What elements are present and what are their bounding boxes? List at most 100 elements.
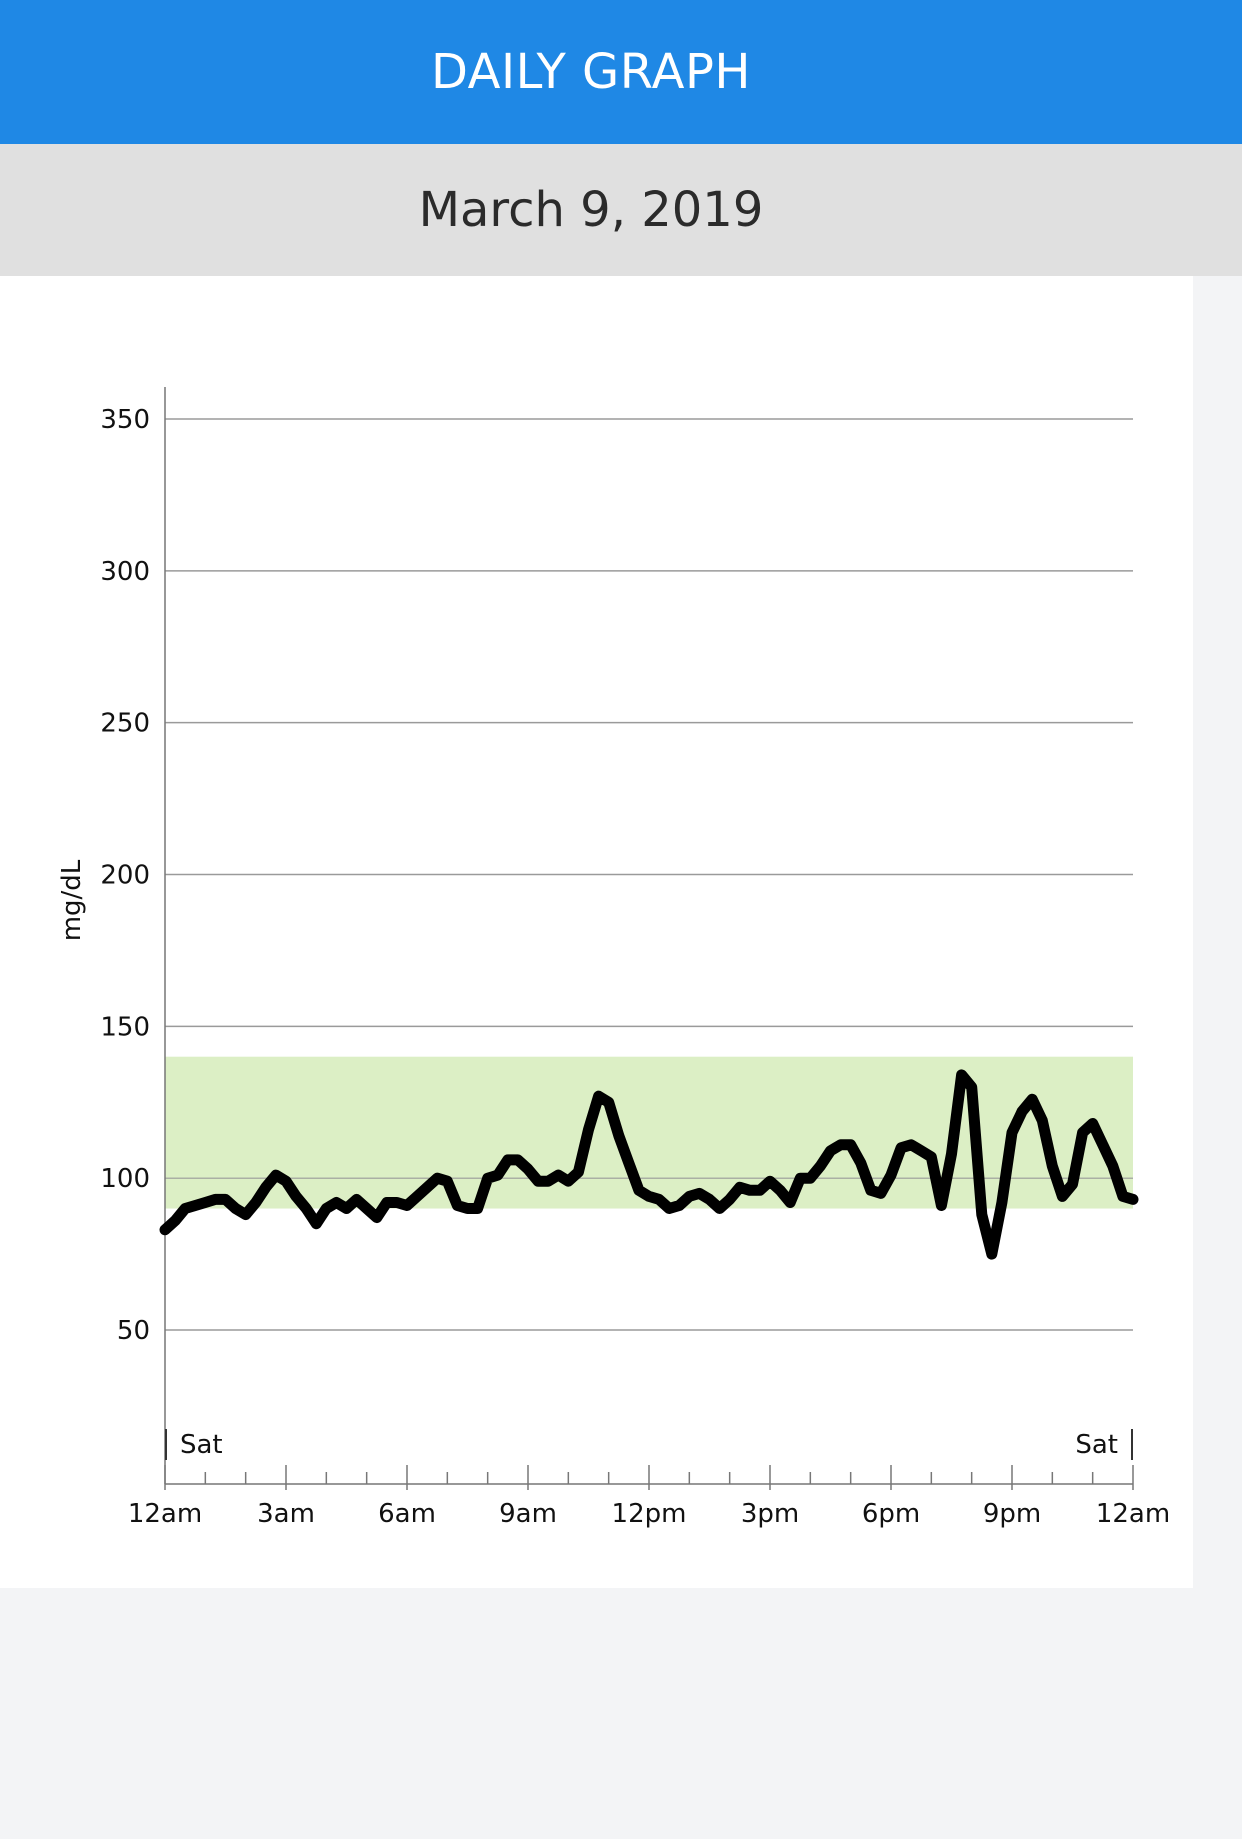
glucose-point-53 xyxy=(697,1191,702,1196)
glucose-point-18 xyxy=(344,1206,349,1211)
x-tick-label-1: 3am xyxy=(257,1499,315,1529)
glucose-point-49 xyxy=(657,1197,662,1202)
glucose-point-10 xyxy=(263,1185,268,1190)
glucose-point-80 xyxy=(969,1085,974,1090)
glucose-point-68 xyxy=(848,1142,853,1147)
y-tick-label-100: 100 xyxy=(100,1164,150,1194)
glucose-point-8 xyxy=(243,1212,248,1217)
chart-panel xyxy=(0,276,1193,1588)
glucose-point-16 xyxy=(324,1206,329,1211)
glucose-point-51 xyxy=(677,1203,682,1208)
x-tick-label-0: 12am xyxy=(128,1499,202,1529)
glucose-point-6 xyxy=(223,1197,228,1202)
glucose-point-48 xyxy=(647,1194,651,1199)
glucose-point-57 xyxy=(737,1185,742,1190)
glucose-point-76 xyxy=(929,1154,934,1159)
target-range-band xyxy=(165,1056,1133,1209)
glucose-point-92 xyxy=(1090,1121,1095,1126)
y-axis-label: mg/dL xyxy=(57,859,87,941)
glucose-point-2 xyxy=(183,1206,188,1211)
day-label-end: Sat xyxy=(1075,1430,1118,1460)
glucose-point-79 xyxy=(959,1072,964,1077)
glucose-point-64 xyxy=(808,1176,813,1181)
axes-layer xyxy=(164,387,1133,1485)
x-tick-label-8: 12am xyxy=(1096,1499,1170,1529)
glucose-point-3 xyxy=(193,1203,198,1208)
glucose-point-90 xyxy=(1070,1182,1075,1187)
glucose-point-56 xyxy=(727,1197,732,1202)
glucose-point-34 xyxy=(505,1157,510,1162)
glucose-point-52 xyxy=(687,1194,692,1199)
page-title: DAILY GRAPH xyxy=(430,44,752,100)
glucose-point-66 xyxy=(828,1148,833,1153)
y-tick-label-300: 300 xyxy=(100,557,150,587)
glucose-point-74 xyxy=(909,1142,914,1147)
glucose-point-30 xyxy=(465,1206,470,1211)
glucose-point-20 xyxy=(364,1206,369,1211)
glucose-point-78 xyxy=(949,1151,954,1156)
glucose-point-82 xyxy=(989,1252,994,1257)
glucose-point-60 xyxy=(768,1179,772,1184)
glucose-point-13 xyxy=(294,1194,299,1199)
series-layer xyxy=(159,1069,1139,1260)
y-tick-label-200: 200 xyxy=(100,861,150,891)
glucose-point-93 xyxy=(1100,1142,1105,1147)
glucose-point-39 xyxy=(556,1173,561,1178)
glucose-point-19 xyxy=(354,1197,359,1202)
x-tick-label-3: 9am xyxy=(499,1499,557,1529)
glucose-point-69 xyxy=(858,1160,863,1165)
glucose-point-63 xyxy=(798,1176,803,1181)
glucose-point-46 xyxy=(626,1160,631,1165)
glucose-point-14 xyxy=(304,1206,309,1211)
glucose-point-36 xyxy=(526,1167,530,1172)
glucose-point-38 xyxy=(546,1179,551,1184)
glucose-point-21 xyxy=(374,1215,379,1220)
glucose-point-89 xyxy=(1060,1194,1065,1199)
glucose-point-84 xyxy=(1010,1130,1014,1135)
glucose-point-45 xyxy=(616,1133,621,1138)
glucose-point-40 xyxy=(566,1179,571,1184)
glucose-point-31 xyxy=(475,1206,480,1211)
glucose-point-9 xyxy=(253,1200,258,1205)
selected-date: March 9, 2019 xyxy=(418,182,764,238)
y-tick-label-250: 250 xyxy=(100,709,150,739)
glucose-point-17 xyxy=(334,1200,339,1205)
glucose-point-43 xyxy=(596,1094,601,1099)
y-tick-label-50: 50 xyxy=(117,1316,150,1346)
glucose-point-88 xyxy=(1050,1164,1055,1169)
glucose-point-50 xyxy=(667,1206,672,1211)
glucose-point-94 xyxy=(1110,1164,1115,1169)
x-tick-label-4: 12pm xyxy=(612,1499,687,1529)
glucose-point-32 xyxy=(485,1176,490,1181)
glucose-point-83 xyxy=(999,1200,1004,1205)
glucose-point-25 xyxy=(415,1194,420,1199)
ticks-layer xyxy=(164,1465,1134,1490)
glucose-point-67 xyxy=(838,1142,843,1147)
glucose-point-35 xyxy=(515,1157,520,1162)
glucose-point-85 xyxy=(1020,1109,1025,1114)
glucose-point-11 xyxy=(273,1173,278,1178)
glucose-point-12 xyxy=(284,1179,288,1184)
glucose-point-87 xyxy=(1040,1118,1045,1123)
glucose-point-58 xyxy=(747,1188,752,1193)
y-tick-label-350: 350 xyxy=(100,405,150,435)
glucose-point-37 xyxy=(536,1179,541,1184)
glucose-point-73 xyxy=(899,1145,904,1150)
labels-layer: 50 100 150 200 250 300 350 12am 3am 6am 9am 12pm 3pm… xyxy=(100,405,1170,1529)
glucose-point-44 xyxy=(606,1100,611,1105)
x-tick-label-7: 9pm xyxy=(983,1499,1041,1529)
glucose-point-75 xyxy=(919,1148,924,1153)
x-tick-label-5: 3pm xyxy=(741,1499,799,1529)
glucose-point-70 xyxy=(868,1188,873,1193)
day-label-start: Sat xyxy=(180,1430,223,1460)
glucose-point-22 xyxy=(384,1200,389,1205)
glucose-point-59 xyxy=(757,1188,762,1193)
date-bar[interactable]: March 9, 2019 xyxy=(0,144,1242,276)
glucose-point-71 xyxy=(878,1191,883,1196)
glucose-point-23 xyxy=(394,1200,399,1205)
glucose-point-5 xyxy=(213,1197,218,1202)
glucose-point-28 xyxy=(445,1179,450,1184)
glucose-point-61 xyxy=(778,1188,783,1193)
glucose-point-15 xyxy=(314,1221,319,1226)
glucose-point-4 xyxy=(203,1200,208,1205)
